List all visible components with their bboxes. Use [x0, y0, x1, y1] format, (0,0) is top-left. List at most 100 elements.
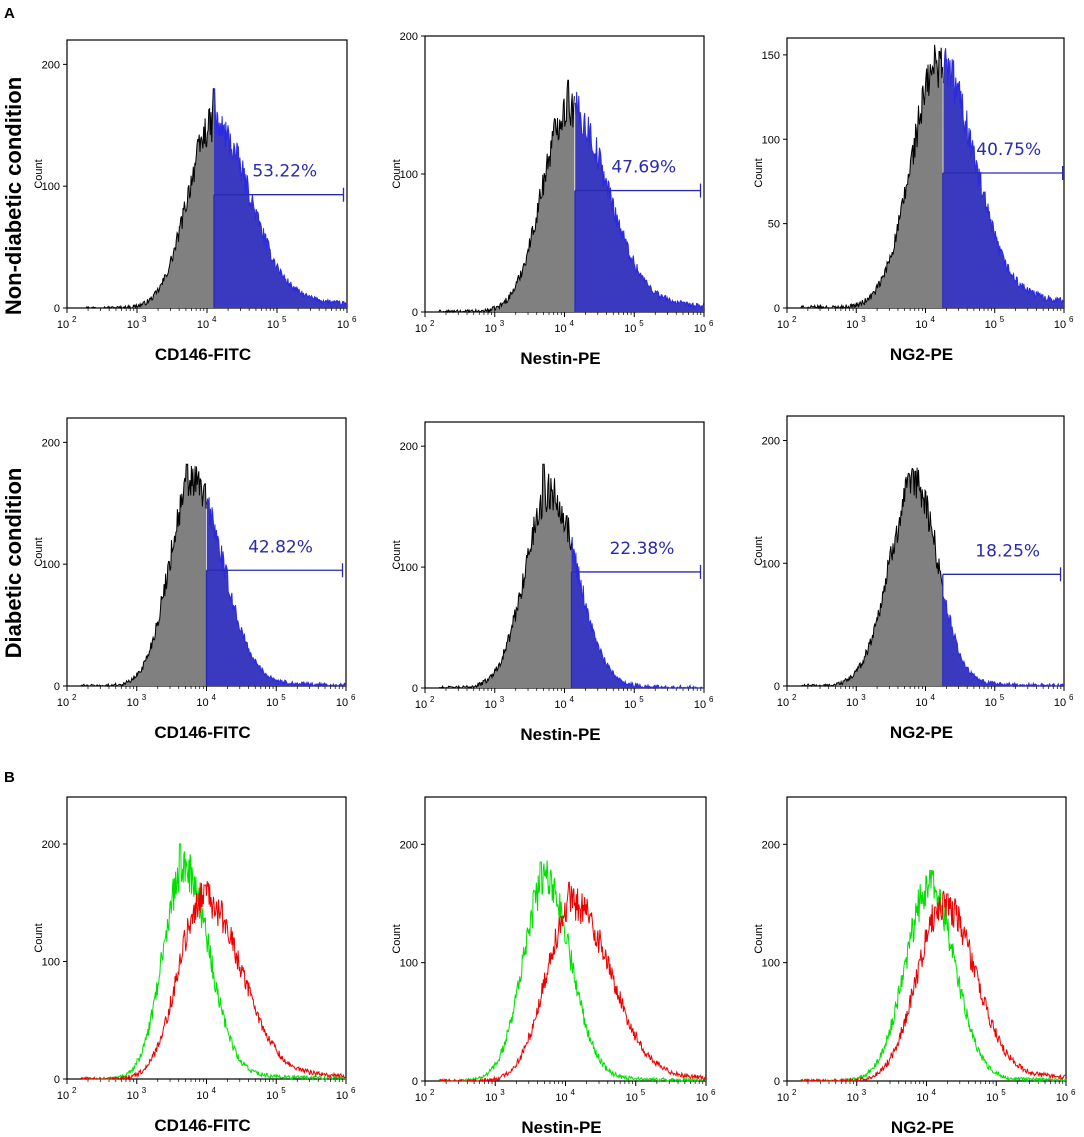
- negative-population-area: [800, 44, 943, 309]
- y-tick-label: 100: [42, 181, 60, 193]
- x-axis-label: CD146-FITC: [154, 1116, 250, 1135]
- x-tick-exponent: 4: [212, 315, 217, 324]
- y-tick-label: 200: [762, 839, 780, 851]
- x-tick-exponent: 5: [639, 319, 644, 328]
- y-tick-label: 0: [412, 683, 418, 695]
- y-tick-label: 50: [768, 219, 780, 231]
- x-tick-label: 10: [915, 697, 927, 709]
- y-tick-label: 100: [400, 958, 418, 970]
- y-axis-label: Count: [753, 924, 765, 953]
- x-tick-label: 10: [1056, 1092, 1068, 1104]
- x-tick-label: 10: [336, 1090, 348, 1102]
- y-axis-label: Count: [33, 537, 45, 566]
- positive-population-outline: [942, 48, 1065, 304]
- x-tick-label: 10: [127, 1090, 139, 1102]
- y-tick-label: 0: [412, 1076, 418, 1088]
- x-tick-exponent: 5: [641, 1088, 646, 1097]
- x-tick-exponent: 4: [931, 315, 936, 324]
- x-tick-label: 10: [196, 1090, 208, 1102]
- x-tick-exponent: 3: [862, 1088, 867, 1097]
- y-tick-label: 0: [412, 307, 418, 319]
- x-tick-exponent: 6: [709, 695, 714, 704]
- negative-population-area: [81, 88, 214, 308]
- y-axis-label: Count: [33, 923, 45, 952]
- x-tick-label: 10: [196, 697, 208, 709]
- y-tick-label: 100: [42, 559, 60, 571]
- y-tick-label: 100: [762, 558, 780, 570]
- x-tick-exponent: 4: [212, 693, 217, 702]
- y-tick-label: 150: [762, 50, 780, 62]
- negative-population-area: [800, 467, 943, 686]
- x-tick-label: 10: [266, 697, 278, 709]
- x-tick-label: 10: [485, 1092, 497, 1104]
- chart-A-nd-cd146: 10 2 10 3 10 4 10 5 10 60100200CountCD146-FITC53.…: [33, 39, 357, 364]
- x-tick-exponent: 6: [1069, 693, 1074, 702]
- x-tick-label: 10: [555, 1092, 567, 1104]
- positive-population-outline: [206, 497, 347, 688]
- x-tick-exponent: 6: [709, 319, 714, 328]
- x-tick-exponent: 5: [282, 315, 287, 324]
- x-tick-exponent: 5: [1000, 693, 1005, 702]
- negative-population-outline: [438, 79, 575, 314]
- x-axis-label: CD146-FITC: [154, 723, 250, 742]
- overlay-series-diabetic: [438, 881, 707, 1083]
- x-tick-label: 10: [846, 319, 858, 331]
- x-tick-label: 10: [554, 699, 566, 711]
- negative-population-outline: [800, 44, 944, 310]
- x-tick-exponent: 4: [931, 693, 936, 702]
- negative-population-area: [438, 80, 575, 312]
- negative-population-outline: [800, 467, 944, 688]
- x-tick-exponent: 5: [281, 693, 286, 702]
- x-tick-label: 10: [57, 697, 69, 709]
- x-tick-label: 10: [696, 1092, 708, 1104]
- y-tick-label: 0: [54, 303, 60, 315]
- x-tick-exponent: 2: [72, 315, 77, 324]
- x-tick-label: 10: [336, 697, 348, 709]
- y-axis-label: Count: [753, 158, 765, 187]
- x-tick-label: 10: [267, 319, 279, 331]
- chart-A-nd-ng2: 10 2 10 3 10 4 10 5 10 6050100150CountNG2-PE40.75…: [753, 37, 1074, 364]
- gate-percentage-label: 47.69%: [611, 158, 676, 178]
- negative-population-outline: [80, 463, 207, 688]
- x-tick-label: 10: [127, 319, 139, 331]
- x-tick-label: 10: [415, 1092, 427, 1104]
- y-axis-label: Count: [391, 159, 403, 188]
- x-tick-exponent: 3: [861, 693, 866, 702]
- x-tick-label: 10: [624, 699, 636, 711]
- x-tick-exponent: 6: [1071, 1088, 1076, 1097]
- x-axis-label: NG2-PE: [890, 723, 953, 742]
- negative-population-outline: [438, 463, 572, 690]
- positive-population-area: [943, 596, 1064, 686]
- x-tick-exponent: 2: [430, 1088, 435, 1097]
- row-label-nondiabetic: Non-diabetic condition: [1, 77, 26, 315]
- x-axis-label: Nestin-PE: [520, 349, 600, 368]
- gate-percentage-label: 42.82%: [248, 537, 313, 557]
- y-axis-label: Count: [753, 536, 765, 565]
- overlay-series-nondiabetic: [800, 869, 1067, 1083]
- x-tick-exponent: 2: [430, 695, 435, 704]
- x-tick-label: 10: [266, 1090, 278, 1102]
- panel-b-label: B: [4, 769, 15, 786]
- y-tick-label: 200: [762, 436, 780, 448]
- x-axis-label: NG2-PE: [891, 1118, 954, 1137]
- y-tick-label: 0: [54, 1074, 60, 1086]
- gate-percentage-label: 40.75%: [976, 140, 1041, 160]
- x-tick-label: 10: [57, 1090, 69, 1102]
- chart-A-nd-nestin: 10 2 10 3 10 4 10 5 10 60100200CountNestin-PE47.6…: [391, 31, 714, 368]
- x-tick-exponent: 3: [142, 693, 147, 702]
- x-tick-label: 10: [197, 319, 209, 331]
- overlay-series-nondiabetic: [81, 843, 347, 1081]
- x-axis-label: Nestin-PE: [521, 1118, 601, 1137]
- x-axis-label: Nestin-PE: [520, 725, 600, 744]
- x-tick-exponent: 4: [932, 1088, 937, 1097]
- chart-A-d-cd146: 10 2 10 3 10 4 10 5 10 60100200CountCD146-FITC42.…: [33, 417, 356, 742]
- x-tick-label: 10: [985, 697, 997, 709]
- x-tick-exponent: 3: [500, 319, 505, 328]
- y-tick-label: 100: [400, 169, 418, 181]
- x-tick-exponent: 3: [142, 315, 147, 324]
- y-tick-label: 0: [774, 1076, 780, 1088]
- x-tick-exponent: 2: [72, 1086, 77, 1095]
